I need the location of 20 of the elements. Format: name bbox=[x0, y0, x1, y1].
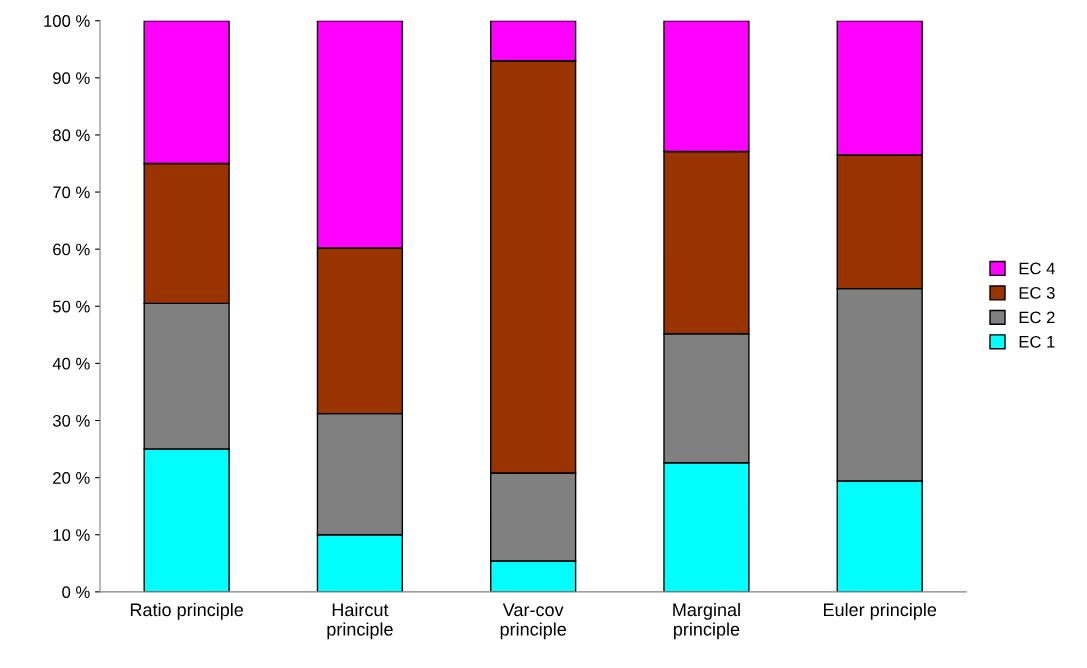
y-tick-label: 100 % bbox=[44, 15, 90, 27]
legend-label: EC 1 bbox=[1019, 335, 1055, 348]
y-tick-label: 80 % bbox=[53, 129, 90, 142]
x-tick-label: Var-cov principle bbox=[500, 603, 566, 640]
y-tick-label: 10 % bbox=[53, 529, 90, 541]
y-tick-label: 50 % bbox=[52, 300, 90, 313]
x-tick-label: Euler principle bbox=[823, 602, 937, 620]
legend-label: EC 3 bbox=[1019, 287, 1055, 299]
y-tick-label: 90 % bbox=[53, 72, 90, 85]
x-tick-label: Haircut principle bbox=[327, 602, 393, 640]
legend-label: EC 4 bbox=[1019, 262, 1055, 275]
x-tick-label: Ratio principle bbox=[130, 602, 244, 620]
y-tick-label: 40 % bbox=[52, 357, 90, 370]
y-tick-label: 30 % bbox=[52, 414, 90, 427]
x-tick-label: Marginal principle bbox=[673, 602, 740, 640]
y-tick-label: 0 % bbox=[62, 586, 90, 599]
y-tick-label: 70 % bbox=[53, 186, 90, 199]
y-tick-label: 60 % bbox=[53, 243, 90, 256]
legend-label: EC 2 bbox=[1019, 311, 1055, 324]
y-tick-label: 20 % bbox=[53, 472, 90, 484]
